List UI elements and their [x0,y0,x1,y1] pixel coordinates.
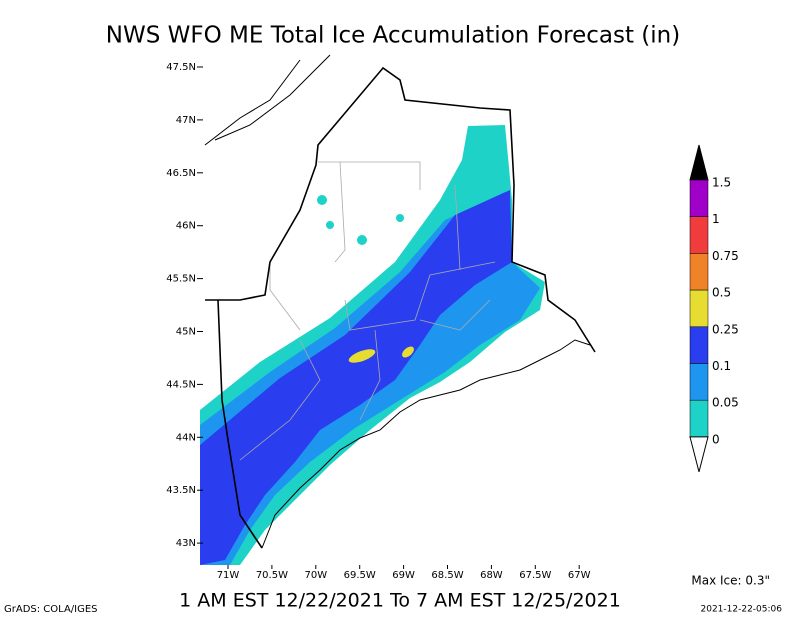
legend-swatch [689,216,709,254]
lat-label: 45N [176,327,196,338]
lat-label: 46N [176,221,196,232]
lon-label: 68W [480,570,503,581]
legend-label: 0.05 [712,396,739,410]
lat-label: 47.5N [166,62,196,73]
lon-axis: 71W 70.5W 70W 69.5W 69W 68.5W 68W 67.5W 67W [217,565,591,581]
color-legend: 1.5 1 0.75 0.5 0.25 0.1 0.05 0 [689,144,739,473]
lon-label: 68.5W [431,570,463,581]
coastline [261,339,591,549]
legend-swatch [689,399,709,438]
river [214,54,331,141]
ice-area-0.5 [402,346,414,358]
nh-border [217,299,263,549]
legend-bottom-triangle [689,436,709,473]
scattered-ice [317,195,404,245]
river [204,59,301,146]
timestamp: 2021-12-22-05:06 [701,605,783,615]
legend-label: 0.75 [712,249,739,263]
lat-label: 43N [176,538,196,549]
ice-area-0.25 [200,190,512,565]
lon-label: 70W [304,570,327,581]
lat-label: 47N [176,115,196,126]
map-area [200,54,596,565]
legend-swatch [689,326,709,364]
lon-label: 69W [392,570,415,581]
forecast-period: 1 AM EST 12/22/2021 To 7 AM EST 12/25/20… [179,590,621,612]
lon-label: 71W [217,570,240,581]
legend-swatch [689,289,709,328]
state-border [205,66,596,353]
county-lines [239,161,496,461]
title: NWS WFO ME Total Ice Accumulation Foreca… [106,23,680,49]
lon-label: 67.5W [519,570,551,581]
max-ice: Max Ice: 0.3" [691,574,770,588]
lat-label: 44.5N [166,379,196,390]
lon-label: 70.5W [256,570,288,581]
legend-swatch [689,253,709,291]
legend-label: 0.25 [712,322,739,336]
legend-label: 0.5 [712,286,731,300]
lat-label: 44N [176,432,196,443]
credit: GrADS: COLA/IGES [4,604,98,615]
legend-label: 0.1 [712,359,731,373]
lon-label: 67W [568,570,591,581]
lat-axis: 47.5N 47N 46.5N 46N 45.5N 45N 44.5N 44N 43.5N 43N [166,62,203,549]
legend-swatch [689,179,709,217]
legend-label: 0 [712,432,720,446]
legend-label: 1 [712,212,720,226]
lat-label: 45.5N [166,274,196,285]
ice-area-0.5 [348,349,376,363]
legend-label: 1.5 [712,176,731,190]
lon-label: 69.5W [344,570,376,581]
legend-swatch [689,363,709,401]
lat-label: 43.5N [166,485,196,496]
lat-label: 46.5N [166,168,196,179]
